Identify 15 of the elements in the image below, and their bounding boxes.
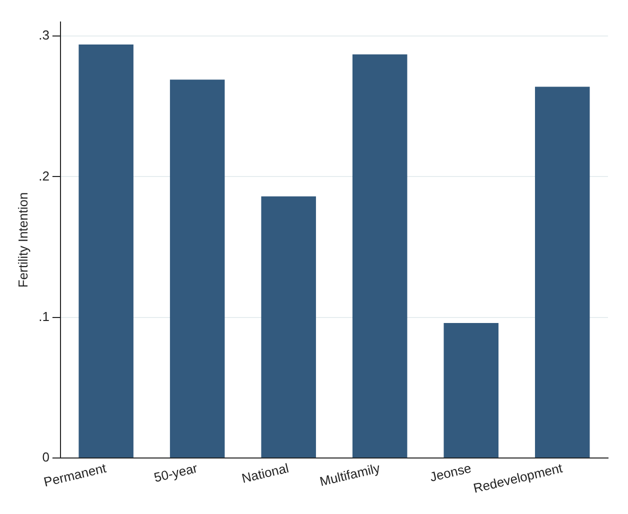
bar [170,80,225,458]
x-tick-label: Jeonse [428,460,473,485]
y-tick-label: .2 [38,168,50,184]
x-tick-label: 50-year [152,460,200,486]
bar [534,86,590,458]
y-tick-label: .3 [38,28,50,43]
y-axis-title: Fertility Intention [15,192,30,288]
bar [444,322,498,458]
y-tick-label: 0 [42,450,50,465]
bar [78,44,134,458]
bar [261,196,316,458]
bar [352,54,408,458]
y-tick-label: .1 [38,308,50,324]
x-tick-label: National [240,460,290,486]
x-tick-label: Multifamily [318,460,382,490]
